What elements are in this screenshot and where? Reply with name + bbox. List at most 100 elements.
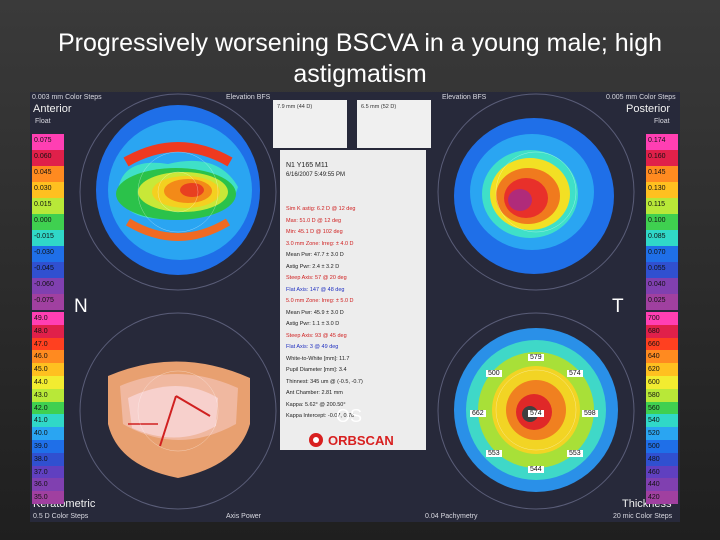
panel-row-key: Kappa: [286, 401, 305, 408]
anterior-scale-step: -0.030 [32, 246, 64, 262]
thickness-value-upper-left: 500 [486, 370, 502, 377]
panel-row: Thinnest: 345 um @ (-0.5, -0.7) [286, 379, 363, 385]
keratometric-scale-value: 47.0 [34, 340, 48, 348]
panel-row: Flat Axis: 147 @ 48 deg [286, 287, 344, 293]
posterior-scale-step: 0.145 [646, 166, 678, 182]
panel-row-key: Flat Axis: [286, 286, 310, 293]
panel-row-key: Steep Axis: [286, 332, 316, 339]
panel-row: Astig Pwr: 2.4 ± 3.2 D [286, 264, 339, 270]
posterior-scale-step: 0.025 [646, 294, 678, 310]
panel-row-value: 2.4 ± 3.2 D [312, 263, 340, 270]
anterior-scale-step: -0.060 [32, 278, 64, 294]
panel-row-value: 93 @ 45 deg [315, 332, 347, 339]
top-right-caption: 0.005 mm Color Steps [606, 94, 676, 101]
panel-row: Pupil Diameter [mm]: 3.4 [286, 367, 347, 373]
posterior-elevation-map [437, 93, 635, 291]
patient-line-2: 6/16/2007 5:49:55 PM [286, 172, 346, 178]
panel-row-value: 11.7 [339, 355, 350, 362]
thickness-scale-step: 700 [646, 312, 678, 325]
panel-row: White-to-White [mm]: 11.7 [286, 356, 349, 362]
thickness-scale-step: 660 [646, 337, 678, 351]
patient-line-1: N1 Y165 M11 [286, 162, 329, 169]
thickness-value-lower-right: 553 [567, 450, 583, 457]
keratometric-scale-step: 44.0 [32, 375, 64, 389]
panel-row: Kappa Intercept: -0.07, 0.78 [286, 413, 354, 419]
anterior-scale-step: 0.075 [32, 134, 64, 150]
panel-row-key: Mean Pwr: [286, 309, 314, 316]
anterior-scale-value: -0.015 [34, 233, 54, 240]
axis-power-caption: Axis Power [226, 513, 262, 520]
keratometric-scale-step: 46.0 [32, 350, 64, 364]
thickness-scale-value: 700 [648, 315, 660, 322]
posterior-scale-value: 0.040 [648, 281, 666, 288]
thickness-scale-step: 520 [646, 427, 678, 440]
thickness-scale-value: 680 [648, 327, 660, 335]
thickness-value-bottom: 544 [528, 466, 544, 473]
thickness-scale-value: 500 [648, 442, 660, 450]
keratometric-scale-step: 48.0 [32, 324, 64, 338]
posterior-scale-value: 0.025 [648, 297, 666, 304]
posterior-scale-value: 0.160 [648, 153, 666, 160]
panel-row-value: 345 um @ (-0.5, -0.7) [310, 378, 363, 385]
panel-row-key: Flat Axis: [286, 344, 310, 350]
keratometric-scale-step: 43.0 [32, 388, 64, 402]
anterior-scale-step: 0.060 [32, 150, 64, 166]
panel-row: Max: 51.0 D @ 12 deg [286, 218, 341, 224]
thickness-scale-step: 580 [646, 388, 678, 402]
thickness-scale-value: 540 [648, 417, 660, 425]
thickness-value-lower-left: 553 [486, 450, 502, 457]
thickness-value-top: 579 [528, 354, 544, 361]
thickness-scale-step: 560 [646, 401, 678, 415]
panel-row-value: 3 @ 49 deg [309, 344, 339, 350]
anterior-scale-value: 0.000 [34, 217, 52, 224]
keratometric-scale-value: 35.0 [34, 494, 48, 502]
panel-row-key: Ant Chamber: [286, 390, 322, 396]
panel-row: 3.0 mm Zone: Irreg: ± 4.0 D [286, 241, 354, 247]
thickness-scale-step: 500 [646, 439, 678, 453]
keratometric-scale-value: 42.0 [34, 404, 48, 412]
orbscan-logo: ORBSCAN [309, 433, 394, 448]
thickness-sub: 20 mic Color Steps [613, 513, 673, 520]
panel-row-key: White-to-White [mm]: [286, 355, 340, 362]
panel-row: 5.0 mm Zone: Irreg: ± 5.0 D [286, 298, 354, 304]
posterior-scale-value: 0.174 [648, 137, 666, 144]
anterior-scale-value: 0.015 [34, 201, 52, 208]
panel-row-key: Thinnest: [286, 378, 311, 385]
keratometric-scale-value: 41.0 [34, 417, 48, 425]
keratometric-scale-step: 35.0 [32, 491, 64, 504]
keratometric-scale-value: 46.0 [34, 353, 48, 361]
panel-row-value: 5.62° @ 200.50° [304, 401, 346, 408]
keratometric-scale-value: 36.0 [34, 481, 48, 489]
keratometric-scale-step: 45.0 [32, 363, 64, 376]
keratometric-scale-step: 49.0 [32, 312, 64, 325]
panel-row-value: 45.1 D @ 102 deg [297, 229, 343, 235]
posterior-label: Posterior [626, 103, 671, 115]
anterior-scale-value: 0.030 [34, 185, 52, 192]
thickness-color-scale: 700 680 660 640 620 600 580 560 540 520 500 480 460 4… [646, 312, 678, 504]
panel-row: Steep Axis: 93 @ 45 deg [286, 333, 347, 339]
posterior-scale-step: 0.040 [646, 278, 678, 294]
anterior-scale-step: -0.015 [32, 230, 64, 246]
panel-row-key: 5.0 mm Zone: [286, 298, 322, 304]
anterior-scale-value: 0.045 [34, 169, 52, 176]
top-center-left-caption: Elevation BFS [226, 94, 271, 101]
panel-row-key: Min: [286, 229, 298, 235]
keratometric-scale-value: 45.0 [34, 366, 48, 374]
posterior-scale-value: 0.115 [648, 201, 665, 208]
panel-row-value: 47.7 ± 3.0 D [313, 252, 344, 258]
panel-row-value: -0.07, 0.78 [327, 413, 355, 419]
panel-row-key: Max: [286, 217, 300, 224]
panel-row: Astig Pwr: 1.1 ± 3.0 D [286, 321, 339, 327]
panel-row-value: 1.1 ± 3.0 D [312, 321, 340, 327]
panel-row-key: Sim K astig: [286, 206, 317, 212]
bfs-value-right: 6.5 mm (52 D) [361, 104, 397, 110]
panel-row-value: 2.81 mm [321, 390, 343, 396]
keratometric-color-scale: 49.0 48.0 47.0 46.0 45.0 44.0 43.0 42.0 41.0 40.0… [32, 312, 64, 504]
keratometric-scale-step: 36.0 [32, 478, 64, 492]
keratometric-sub: 0.5 D Color Steps [33, 513, 89, 520]
thickness-scale-step: 600 [646, 375, 678, 389]
thickness-scale-step: 440 [646, 478, 678, 492]
posterior-sub: Float [654, 118, 670, 125]
temporal-label: T [612, 296, 624, 317]
bfs-box-left: 7.9 mm (44 D) [273, 100, 347, 148]
